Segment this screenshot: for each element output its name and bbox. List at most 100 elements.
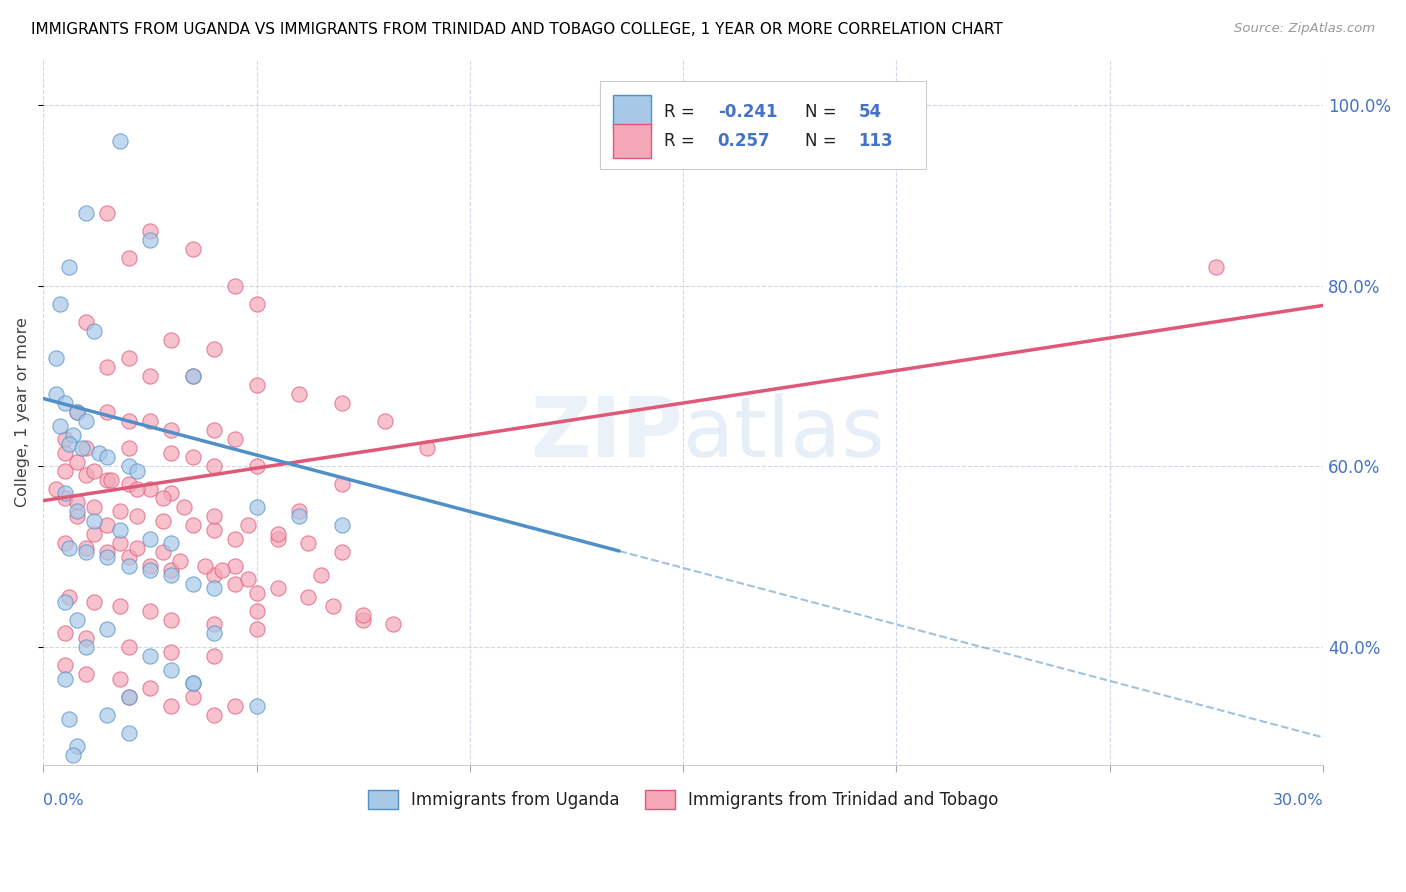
Text: 54: 54: [859, 103, 882, 120]
Point: [96, 518, 118, 533]
Point: [117, 558, 139, 573]
Point: [125, 464, 148, 478]
Point: [49, 418, 72, 433]
Point: [45, 351, 67, 365]
Point: [245, 378, 267, 392]
Point: [53, 464, 76, 478]
Point: [245, 586, 267, 600]
Point: [108, 134, 131, 148]
Point: [53, 446, 76, 460]
Point: [117, 477, 139, 491]
Point: [83, 527, 105, 541]
Point: [83, 324, 105, 338]
Point: [83, 514, 105, 528]
Point: [288, 504, 311, 518]
Point: [224, 576, 246, 591]
Point: [53, 626, 76, 640]
Point: [62, 427, 84, 442]
Point: [224, 432, 246, 446]
Point: [322, 599, 344, 614]
Point: [66, 508, 89, 523]
Point: [53, 486, 76, 500]
Text: 0.0%: 0.0%: [44, 793, 84, 808]
Point: [297, 536, 319, 550]
Text: -0.241: -0.241: [717, 103, 778, 120]
Point: [75, 206, 97, 220]
Point: [108, 672, 131, 686]
Point: [297, 591, 319, 605]
Point: [117, 351, 139, 365]
Point: [75, 541, 97, 555]
Point: [236, 572, 259, 586]
Point: [117, 726, 139, 740]
Point: [70, 441, 93, 455]
Point: [62, 748, 84, 763]
Point: [58, 436, 80, 450]
Point: [75, 631, 97, 645]
Point: [58, 260, 80, 275]
Point: [53, 536, 76, 550]
Point: [87, 446, 110, 460]
Point: [66, 504, 89, 518]
Point: [139, 368, 162, 383]
Legend: Immigrants from Uganda, Immigrants from Trinidad and Tobago: Immigrants from Uganda, Immigrants from …: [361, 783, 1005, 816]
Text: 0.257: 0.257: [717, 132, 770, 151]
Point: [202, 582, 225, 596]
Point: [202, 707, 225, 722]
Point: [330, 396, 353, 410]
Text: IMMIGRANTS FROM UGANDA VS IMMIGRANTS FROM TRINIDAD AND TOBAGO COLLEGE, 1 YEAR OR: IMMIGRANTS FROM UGANDA VS IMMIGRANTS FRO…: [31, 22, 1002, 37]
Point: [352, 613, 374, 627]
Point: [202, 648, 225, 663]
Point: [83, 500, 105, 514]
Point: [117, 549, 139, 564]
Text: R =: R =: [664, 132, 706, 151]
Point: [53, 658, 76, 673]
Point: [117, 252, 139, 266]
Point: [108, 536, 131, 550]
Point: [160, 567, 183, 582]
Point: [53, 396, 76, 410]
Bar: [613, 95, 651, 128]
Point: [160, 613, 183, 627]
Point: [173, 500, 195, 514]
Point: [245, 296, 267, 310]
Point: [181, 676, 204, 690]
Point: [96, 359, 118, 374]
Point: [66, 739, 89, 754]
Point: [245, 622, 267, 636]
Point: [202, 523, 225, 537]
Point: [139, 563, 162, 577]
Point: [125, 482, 148, 496]
Point: [352, 608, 374, 623]
Point: [117, 441, 139, 455]
Point: [309, 567, 332, 582]
Point: [202, 423, 225, 437]
Point: [202, 459, 225, 474]
Point: [288, 508, 311, 523]
Point: [224, 558, 246, 573]
Point: [139, 681, 162, 695]
Point: [202, 342, 225, 356]
Point: [66, 613, 89, 627]
Point: [66, 405, 89, 419]
Point: [160, 536, 183, 550]
Point: [75, 667, 97, 681]
Point: [160, 663, 183, 677]
Point: [58, 712, 80, 726]
Point: [75, 468, 97, 483]
Point: [96, 707, 118, 722]
FancyBboxPatch shape: [600, 81, 927, 169]
Point: [160, 486, 183, 500]
Point: [382, 617, 405, 632]
Point: [1205, 260, 1227, 275]
Text: 30.0%: 30.0%: [1272, 793, 1323, 808]
Point: [75, 640, 97, 654]
Point: [75, 545, 97, 559]
Point: [53, 491, 76, 505]
Text: R =: R =: [664, 103, 700, 120]
Point: [66, 495, 89, 509]
Point: [117, 690, 139, 704]
Point: [181, 243, 204, 257]
Point: [245, 604, 267, 618]
Point: [330, 545, 353, 559]
